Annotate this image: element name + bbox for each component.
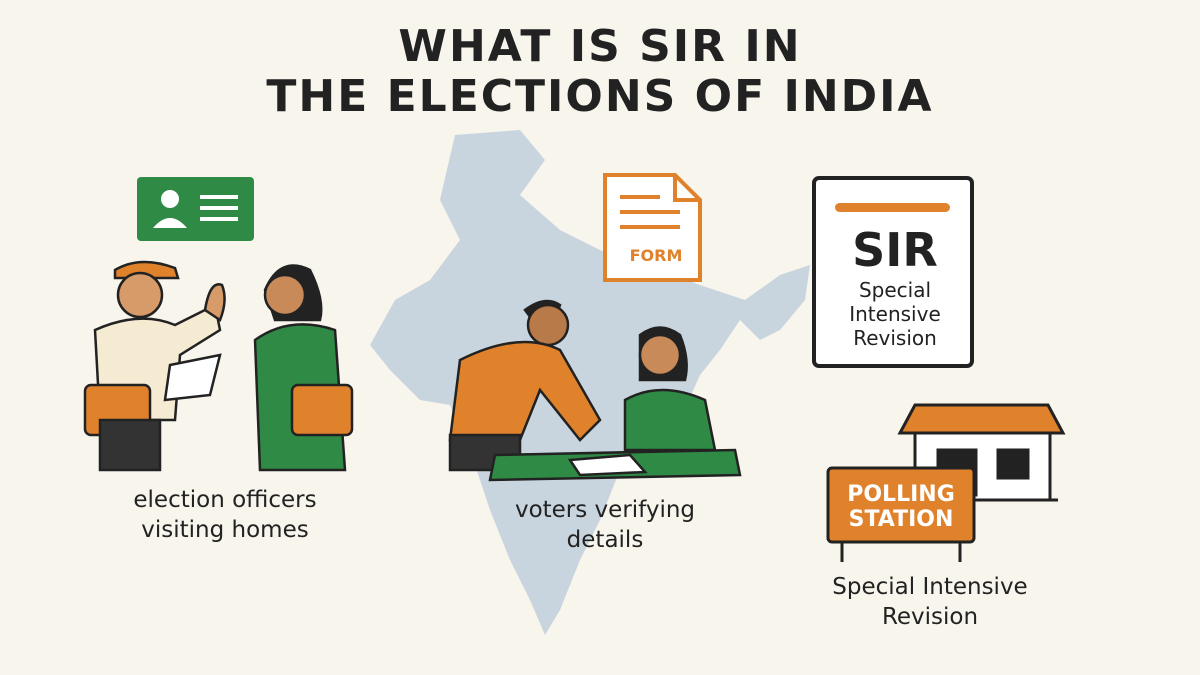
page-title: WHAT IS SIR IN THE ELECTIONS OF INDIA [266,21,934,122]
india-map [370,130,810,635]
polling-station-house-icon [826,403,1066,562]
form-document-icon [603,173,702,282]
sir-card-text: SIR Special Intensive Revision [814,222,976,350]
election-officer-figure [83,260,226,472]
sir-card [812,176,974,368]
voter-woman-figure [253,264,354,472]
id-card-icon [137,177,254,241]
caption-revision: Special Intensive Revision [832,574,1028,630]
polling-station-sign: POLLING STATION [847,482,955,532]
voters-verifying-figures [448,299,742,482]
caption-officers: election officers visiting homes [133,487,317,543]
caption-voters: voters verifying details [514,497,696,553]
form-label: FORM [629,246,683,265]
sir-abbreviation: SIR [852,223,938,277]
